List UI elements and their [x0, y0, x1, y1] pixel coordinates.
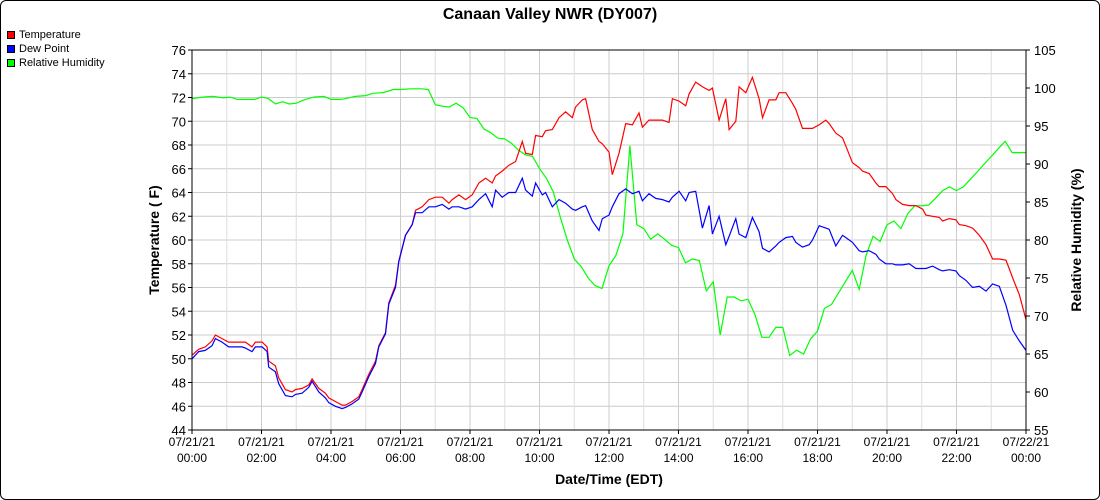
y-tick-label-right: 105 [1034, 43, 1056, 58]
x-tick-label-date: 07/21/21 [725, 435, 772, 449]
x-tick-label-time: 16:00 [733, 451, 763, 465]
x-tick-label-date: 07/21/21 [933, 435, 980, 449]
y-tick-label-left: 68 [172, 138, 186, 153]
legend-label: Temperature [19, 29, 81, 41]
x-tick-label-date: 07/21/21 [447, 435, 494, 449]
y-tick-label-right: 85 [1034, 195, 1048, 210]
y-tick-label-right: 75 [1034, 271, 1048, 286]
legend-swatch [7, 59, 15, 67]
y-tick-label-left: 48 [172, 376, 186, 391]
y-tick-label-left: 66 [172, 162, 186, 177]
legend-item: Relative Humidity [7, 56, 105, 70]
x-tick-label-time: 22:00 [941, 451, 971, 465]
x-tick-label-time: 18:00 [802, 451, 832, 465]
legend: Temperature Dew Point Relative Humidity [7, 28, 105, 70]
y-tick-label-left: 50 [172, 352, 186, 367]
y-tick-label-left: 70 [172, 114, 186, 129]
legend-swatch [7, 45, 15, 53]
y-tick-label-left: 64 [172, 186, 186, 201]
y-tick-label-right: 60 [1034, 385, 1048, 400]
x-tick-label-time: 02:00 [246, 451, 276, 465]
y-tick-label-left: 76 [172, 43, 186, 58]
y-tick-label-left: 52 [172, 328, 186, 343]
series-line-temperature [191, 75, 1027, 406]
x-tick-label-date: 07/21/21 [864, 435, 911, 449]
y-tick-label-left: 72 [172, 91, 186, 106]
y-tick-label-left: 58 [172, 257, 186, 272]
y-tick-label-right: 55 [1034, 423, 1048, 438]
x-tick-label-date: 07/21/21 [308, 435, 355, 449]
axes: 44 46 48 50 52 54 56 58 60 62 64 66 68 70 72 74 76 55 60 65… [169, 43, 1056, 465]
legend-label: Dew Point [19, 43, 70, 55]
x-tick-label-date: 07/22/21 [1003, 435, 1050, 449]
series-line-relative-humidity [191, 88, 1026, 357]
series-line-dew-point [191, 176, 1027, 410]
x-tick-label-date: 07/21/21 [586, 435, 633, 449]
x-tick-label-time: 10:00 [524, 451, 554, 465]
legend-swatch [7, 31, 15, 39]
x-tick-label-date: 07/21/21 [238, 435, 285, 449]
y-tick-label-right: 95 [1034, 119, 1048, 134]
legend-item: Temperature [7, 28, 105, 42]
y-tick-label-left: 56 [172, 281, 186, 296]
x-tick-label-time: 06:00 [385, 451, 415, 465]
x-tick-label-time: 00:00 [177, 451, 207, 465]
y-tick-label-right: 70 [1034, 309, 1048, 324]
x-axis-label: Date/Time (EDT) [555, 471, 663, 487]
x-tick-label-time: 20:00 [872, 451, 902, 465]
y-tick-label-right: 65 [1034, 347, 1048, 362]
y-tick-label-left: 46 [172, 399, 186, 414]
y-tick-label-right: 100 [1034, 81, 1056, 96]
y-tick-label-left: 62 [172, 209, 186, 224]
x-tick-label-date: 07/21/21 [516, 435, 563, 449]
y-tick-label-right: 80 [1034, 233, 1048, 248]
x-tick-label-time: 14:00 [663, 451, 693, 465]
y-tick-label-left: 44 [172, 423, 186, 438]
x-tick-label-date: 07/21/21 [377, 435, 424, 449]
legend-item: Dew Point [7, 42, 105, 56]
plot-area-border [191, 49, 1027, 431]
y-axis-label-left: Temperature ( F) [146, 185, 162, 294]
x-tick-label-date: 07/21/21 [794, 435, 841, 449]
y-axis-label-right: Relative Humidity (%) [1068, 168, 1084, 311]
y-tick-label-left: 54 [172, 304, 186, 319]
grid [191, 49, 1027, 431]
x-tick-label-time: 08:00 [455, 451, 485, 465]
y-tick-label-right: 90 [1034, 157, 1048, 172]
y-tick-label-left: 60 [172, 233, 186, 248]
x-tick-label-date: 07/21/21 [169, 435, 216, 449]
x-tick-label-date: 07/21/21 [655, 435, 702, 449]
chart-title: Canaan Valley NWR (DY007) [443, 6, 657, 23]
x-tick-label-time: 04:00 [316, 451, 346, 465]
series-lines [191, 75, 1027, 410]
legend-label: Relative Humidity [19, 57, 105, 69]
y-tick-label-left: 74 [172, 67, 186, 82]
x-tick-label-time: 12:00 [594, 451, 624, 465]
x-tick-label-time: 00:00 [1011, 451, 1041, 465]
